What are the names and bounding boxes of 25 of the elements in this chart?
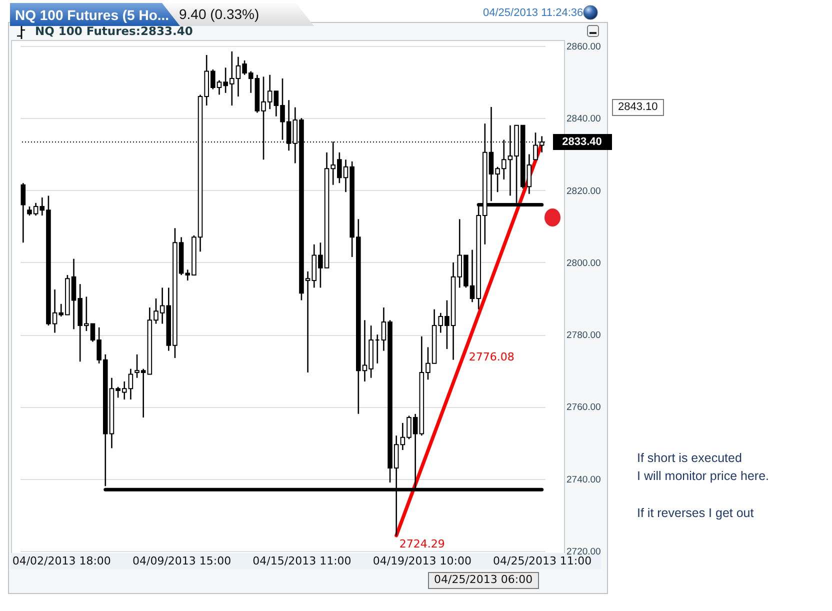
x-tick-label: 04/19/2013 10:00 bbox=[372, 554, 472, 568]
data-label: 2776.08 bbox=[468, 350, 514, 364]
ref-line-label: 2833.40 bbox=[562, 136, 602, 148]
y-tick-label: 2720.00 bbox=[566, 546, 601, 558]
y-tick-label: 2840.00 bbox=[566, 114, 601, 125]
y-tick-label: 2800.00 bbox=[566, 258, 601, 269]
text: If short is executed I will monitor price here. bbox=[637, 450, 769, 485]
y-tick-label: 2780.00 bbox=[566, 330, 601, 342]
x-tick-label: 04/25/2013 11:00 bbox=[493, 554, 592, 568]
y-tick-label: 2820.00 bbox=[566, 186, 601, 197]
chart-title: NQ 100 Futures (5 Ho... bbox=[15, 7, 170, 24]
text: 04/25/2013 11:24:36 bbox=[483, 7, 584, 20]
text: 2843.10 bbox=[612, 99, 664, 116]
data-label: 2724.29 bbox=[399, 538, 445, 551]
y-tick-label: 2760.00 bbox=[566, 402, 601, 414]
text: 04/25/2013 06:00 bbox=[428, 572, 539, 589]
x-tick-label: 04/02/2013 18:00 bbox=[12, 554, 111, 568]
y-tick-label: 2860.00 bbox=[566, 42, 601, 52]
x-tick-label: 04/15/2013 11:00 bbox=[252, 554, 352, 568]
legend-label: NQ 100 Futures:2833.40 bbox=[35, 24, 193, 38]
chart-subtitle: 9.40 (0.33%) bbox=[179, 6, 260, 22]
x-tick-label: 04/09/2013 15:00 bbox=[132, 554, 232, 568]
y-tick-label: 2740.00 bbox=[566, 474, 601, 486]
text: If it reverses I get out bbox=[637, 505, 754, 522]
candlestick bbox=[20, 182, 26, 244]
